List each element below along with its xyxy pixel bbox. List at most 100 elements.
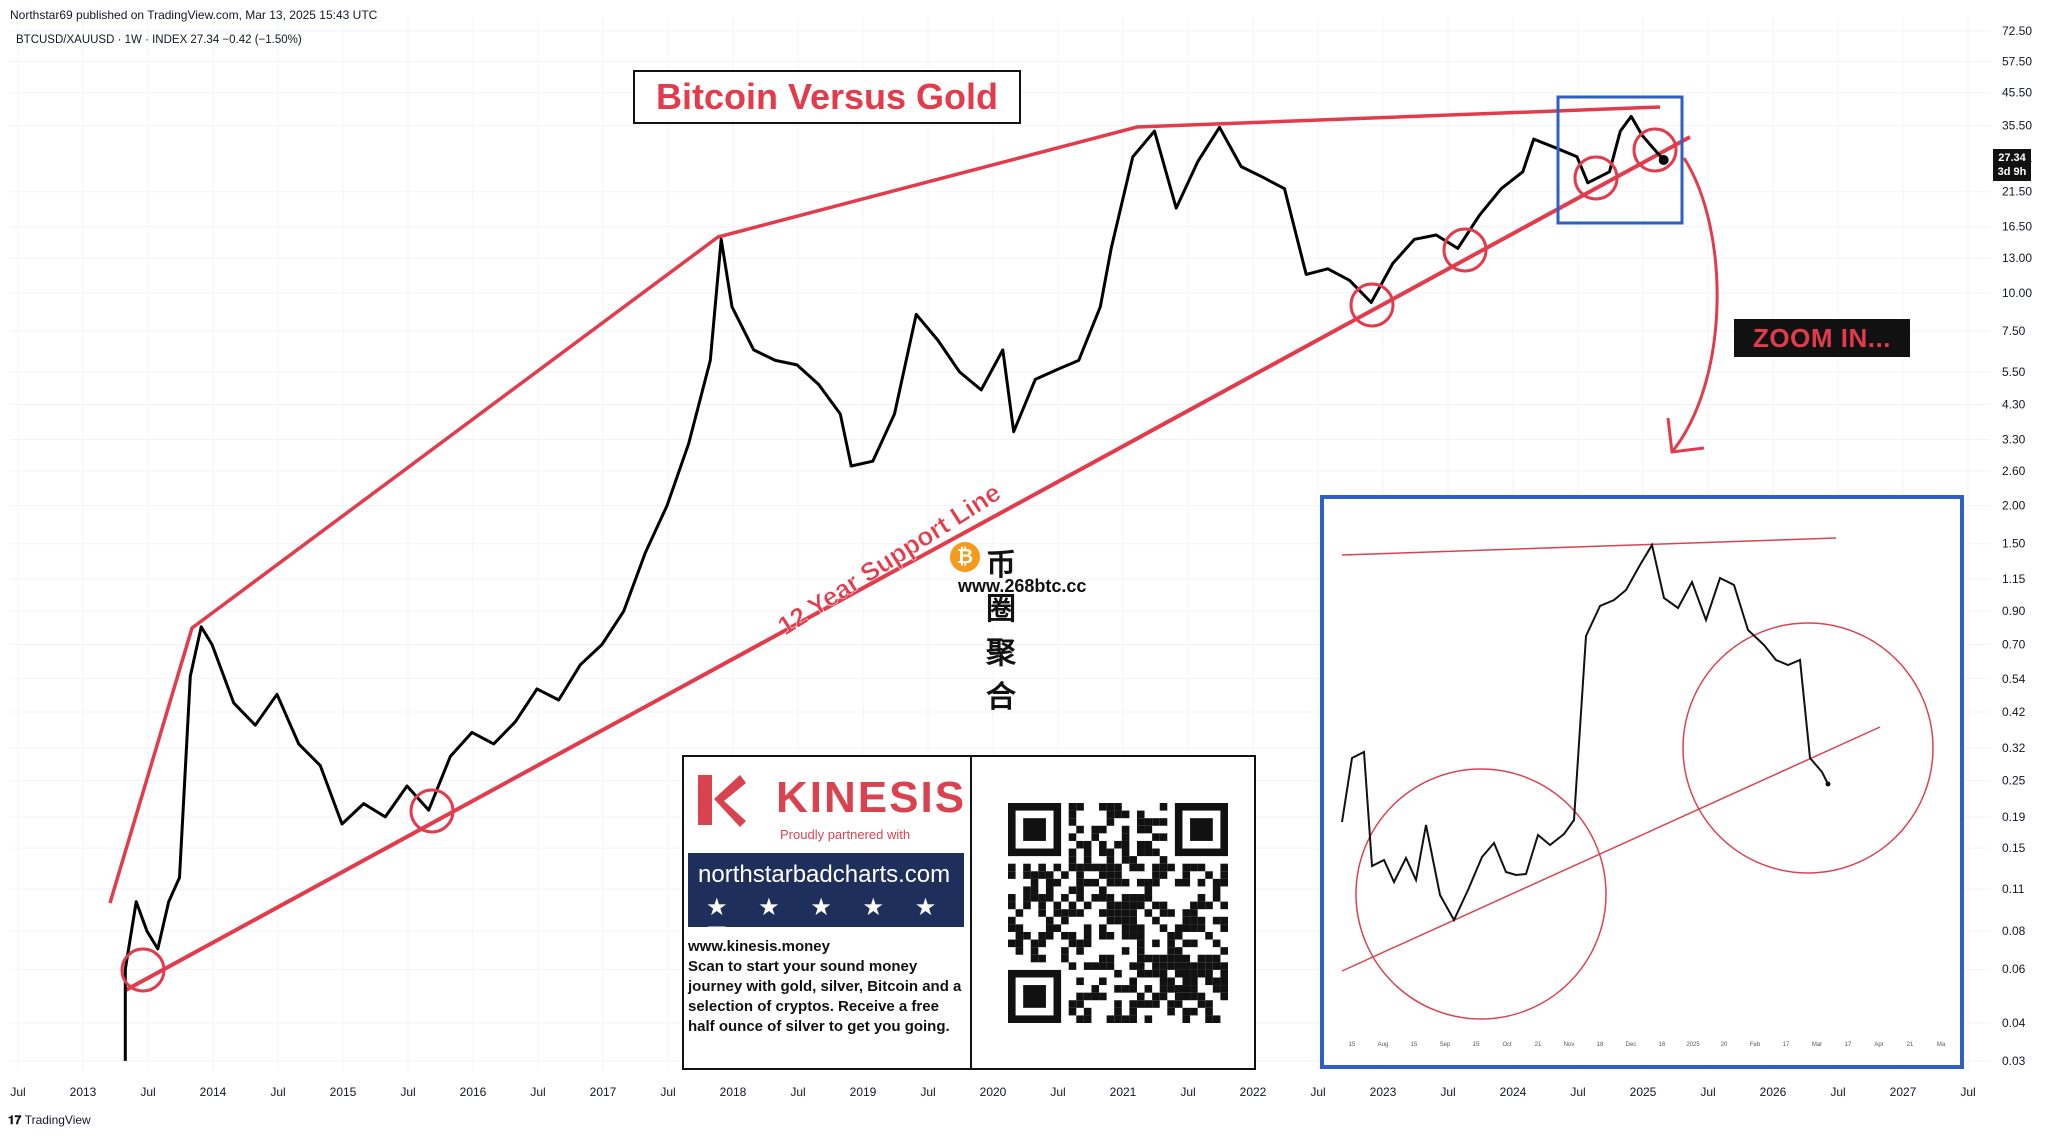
northstar-banner[interactable]: northstarbadcharts.com ★ ★ ★ ★ ★ ☑ [688, 853, 964, 950]
x-tick-label: Jul [790, 1085, 805, 1099]
x-tick-label: 2026 [1760, 1085, 1787, 1099]
qr-module [1106, 901, 1115, 910]
qr-module [1205, 871, 1213, 879]
qr-module [1197, 901, 1206, 910]
qr-module [1076, 947, 1084, 955]
qr-module [1099, 924, 1107, 932]
qr-module [1053, 863, 1062, 872]
x-tick-label: 2016 [460, 1085, 487, 1099]
qr-module [1136, 901, 1145, 910]
qr-module [1076, 803, 1084, 811]
qr-module [1174, 931, 1183, 940]
qr-module [1220, 969, 1228, 978]
qr-module [1136, 848, 1145, 857]
qr-module [1106, 848, 1115, 857]
qr-module [1099, 992, 1107, 1001]
qr-module [1144, 1000, 1153, 1008]
qr-module [1144, 909, 1153, 917]
qr-module [1220, 901, 1228, 910]
qr-module [1129, 977, 1137, 986]
qr-module [1106, 818, 1115, 826]
qr-module [1205, 931, 1213, 940]
qr-module [1099, 825, 1107, 834]
qr-module [1114, 871, 1122, 879]
qr-module [1144, 985, 1153, 993]
y-tick-label: 10.00 [2002, 286, 2032, 300]
qr-module [1061, 916, 1069, 925]
qr-module [1144, 954, 1153, 963]
qr-module [1083, 901, 1092, 910]
inset-last-point [1825, 781, 1831, 787]
qr-module [1106, 803, 1115, 811]
qr-module [1152, 969, 1160, 978]
kinesis-ad[interactable]: KINESIS Proudly partnered with northstar… [682, 755, 1256, 1070]
qr-module [1167, 985, 1175, 993]
qr-module [1099, 931, 1107, 940]
qr-module [1136, 939, 1145, 948]
qr-module [1136, 878, 1145, 887]
touch-point-circle [1632, 127, 1678, 173]
btc-gold-price-line [123, 114, 1665, 1061]
ad-website[interactable]: www.kinesis.money [688, 938, 830, 955]
rating-stars-icon: ★ ★ ★ ★ ★ ☑ [706, 894, 949, 950]
inset-circle-right [1682, 622, 1934, 874]
qr-module [1030, 954, 1039, 963]
inset-x-tick: 20 [1721, 1042, 1728, 1048]
qr-module [1197, 969, 1206, 978]
y-axis: 72.5057.5045.5035.5027.3421.5016.5013.00… [2002, 24, 2032, 1068]
qr-module [1197, 894, 1206, 902]
qr-module [1182, 962, 1191, 970]
qr-module [1030, 939, 1039, 948]
qr-module [1136, 810, 1145, 819]
qr-module [1121, 924, 1130, 932]
qr-module [1068, 848, 1077, 857]
qr-module [1182, 1007, 1191, 1016]
qr-module [1129, 1007, 1137, 1016]
qr-module [1038, 909, 1046, 917]
y-tick-label: 57.50 [2002, 55, 2032, 69]
inset-x-tick: Apr [1874, 1042, 1883, 1048]
x-tick-label: Jul [10, 1085, 25, 1099]
qr-module [1174, 1000, 1183, 1008]
qr-module [1038, 894, 1046, 902]
qr-module [1167, 1007, 1175, 1016]
watermark-url: www.268btc.cc [958, 576, 1087, 596]
qr-module [1159, 818, 1168, 826]
last-price-countdown: 3d 9h [1997, 166, 2027, 178]
x-tick-label: Jul [270, 1085, 285, 1099]
inset-x-tick: 16 [1659, 1042, 1666, 1048]
qr-module [1174, 992, 1183, 1001]
qr-module [1190, 962, 1198, 970]
qr-module [1099, 840, 1107, 849]
qr-module [1121, 856, 1130, 864]
qr-module [1030, 894, 1039, 902]
qr-module [1190, 939, 1198, 948]
qr-module [1152, 916, 1160, 925]
qr-module [1068, 863, 1077, 872]
qr-module [1121, 825, 1130, 834]
inset-resistance-line [1341, 537, 1837, 556]
qr-module [1061, 954, 1069, 963]
qr-module [1121, 848, 1130, 857]
qr-module [1053, 878, 1062, 887]
qr-module [1038, 954, 1046, 963]
qr-finder-core [1023, 985, 1046, 1008]
qr-module [1136, 931, 1145, 940]
x-tick-label: Jul [1700, 1085, 1715, 1099]
qr-module [1129, 894, 1137, 902]
qr-module [1129, 931, 1137, 940]
qr-module [1136, 840, 1145, 849]
inset-x-tick: Sep [1440, 1042, 1451, 1048]
qr-module [1106, 909, 1115, 917]
price-line [123, 114, 1669, 1061]
qr-module [1159, 992, 1168, 1001]
qr-module [1008, 939, 1016, 948]
qr-module [1212, 954, 1221, 963]
qr-code-icon[interactable] [1008, 803, 1228, 1023]
qr-module [1076, 992, 1084, 1001]
qr-module [1144, 848, 1153, 857]
qr-module [1068, 909, 1077, 917]
x-tick-label: Jul [530, 1085, 545, 1099]
published-info: Northstar69 published on TradingView.com… [10, 8, 378, 22]
